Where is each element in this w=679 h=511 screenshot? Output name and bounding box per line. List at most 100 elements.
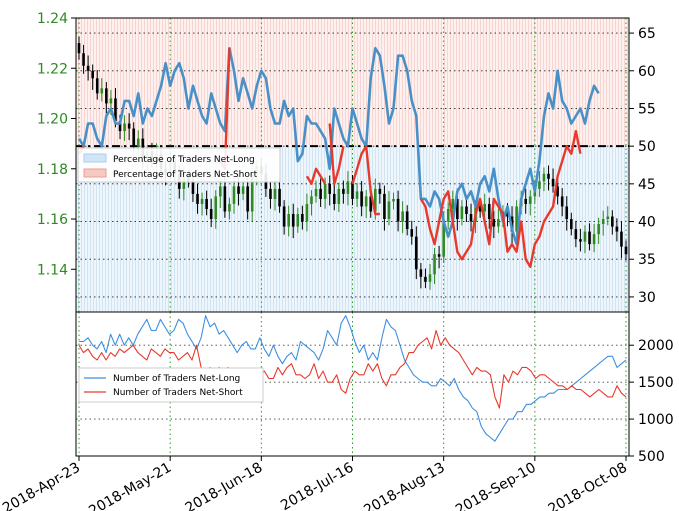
candle-body <box>574 229 578 240</box>
date-axis-ticks: 2018-Apr-23 2018-May-21 2018-Jun-18 2018-Ju… <box>0 456 630 511</box>
candle-body <box>314 188 318 197</box>
candle-body <box>91 70 94 79</box>
candle-body <box>127 123 131 129</box>
candle-body <box>615 226 619 232</box>
candle-body <box>241 186 245 194</box>
date-tick-label: 2018-Jul-16 <box>278 460 356 511</box>
top-gridlines <box>76 18 629 312</box>
candle-body <box>506 211 509 217</box>
candle-body <box>132 128 135 147</box>
legend-label-net-short: Percentage of Traders Net-Short <box>113 170 258 180</box>
candle-body <box>301 214 304 222</box>
candle-body <box>86 65 90 71</box>
candle-body <box>415 236 418 270</box>
candle-body <box>542 173 546 182</box>
candle-body <box>392 198 395 202</box>
candle-body <box>433 254 436 275</box>
candle-body <box>428 274 432 282</box>
percentage-axis-ticks: 65 60 55 50 45 40 35 30 <box>629 26 656 306</box>
date-tick-label: 2018-Aug-13 <box>361 460 447 511</box>
price-tick-label: 1.22 <box>37 61 68 77</box>
legend-swatch-net-short <box>83 168 107 178</box>
candle-body <box>583 231 587 242</box>
candle-body <box>405 211 409 230</box>
candle-body <box>200 198 204 204</box>
candle-body <box>269 188 272 199</box>
candle-body <box>592 234 596 245</box>
net-short-percentage-line <box>328 123 345 186</box>
candle-body <box>483 203 486 212</box>
candle-body <box>469 214 473 222</box>
candle-body <box>105 88 108 104</box>
trader-count-lines <box>78 315 627 442</box>
pct-tick-label: 60 <box>638 64 656 80</box>
pct-tick-label: 45 <box>638 177 656 193</box>
candle-body <box>456 198 459 220</box>
candle-body <box>487 203 491 220</box>
net-long-percentage-line <box>77 46 600 246</box>
candle-body <box>182 176 186 189</box>
count-tick-label: 500 <box>638 449 665 465</box>
candle-body <box>624 246 628 255</box>
legend-label-net-long: Percentage of Traders Net-Long <box>113 155 255 165</box>
candle-body <box>383 193 386 220</box>
candle-body <box>606 216 610 220</box>
candle-body <box>424 276 427 282</box>
candle-body <box>492 219 496 227</box>
candle-body <box>191 181 195 194</box>
candle-body <box>556 186 559 197</box>
candle-body <box>319 188 322 199</box>
price-tick-label: 1.20 <box>37 112 68 128</box>
candle-body <box>232 186 236 204</box>
candle-body <box>136 138 140 147</box>
candle-body <box>250 173 254 212</box>
candle-body <box>528 196 532 204</box>
candle-body <box>547 173 550 179</box>
candle-body <box>273 188 277 199</box>
candle-body <box>223 186 227 212</box>
price-tick-label: 1.18 <box>37 162 68 178</box>
candle-body <box>446 208 450 222</box>
sentiment-legend: Percentage of Traders Net-Long Percentag… <box>77 147 281 183</box>
count-legend-label-net-short: Number of Traders Net-Short <box>113 388 243 398</box>
candle-body <box>442 221 445 257</box>
price-tick-label: 1.24 <box>37 11 68 27</box>
candle-body <box>209 208 213 220</box>
candle-body <box>419 269 423 277</box>
candle-body <box>570 219 573 230</box>
net-short-percentage-line <box>419 129 582 268</box>
candle-body <box>282 206 286 227</box>
price-panel: 1.24 1.22 1.20 1.18 1.16 1.14 65 60 55 50 45 40 35 3… <box>37 11 656 313</box>
candle-body <box>278 188 281 207</box>
candle-body <box>77 43 81 54</box>
candle-body <box>401 211 404 222</box>
candle-body <box>123 123 126 132</box>
candle-body <box>237 186 240 194</box>
count-legend-box <box>78 367 264 403</box>
candle-body <box>437 254 441 257</box>
pct-tick-label: 35 <box>638 252 656 268</box>
candle-body <box>460 206 464 220</box>
candle-body <box>524 198 528 204</box>
candle-body <box>538 181 541 189</box>
candle-body <box>588 231 591 245</box>
candle-body <box>360 191 363 207</box>
pct-tick-label: 55 <box>638 101 656 117</box>
candle-body <box>205 198 208 209</box>
count-legend: Number of Traders Net-Long Number of Tra… <box>78 367 264 403</box>
price-tick-label: 1.14 <box>37 262 68 278</box>
count-tick-label: 1500 <box>638 375 674 391</box>
candle-body <box>478 206 482 212</box>
candle-body <box>497 219 500 227</box>
net-short-percentage-line <box>305 167 327 186</box>
candle-body <box>451 198 455 209</box>
date-tick-label: 2018-Oct-08 <box>546 460 630 511</box>
price-tick-label: 1.16 <box>37 212 68 228</box>
candle-body <box>346 181 350 194</box>
candle-body <box>323 183 327 199</box>
candle-body <box>287 214 290 227</box>
candle-body <box>351 181 354 199</box>
candle-body <box>114 98 117 122</box>
date-tick-label: 2018-Sep-10 <box>453 460 539 511</box>
